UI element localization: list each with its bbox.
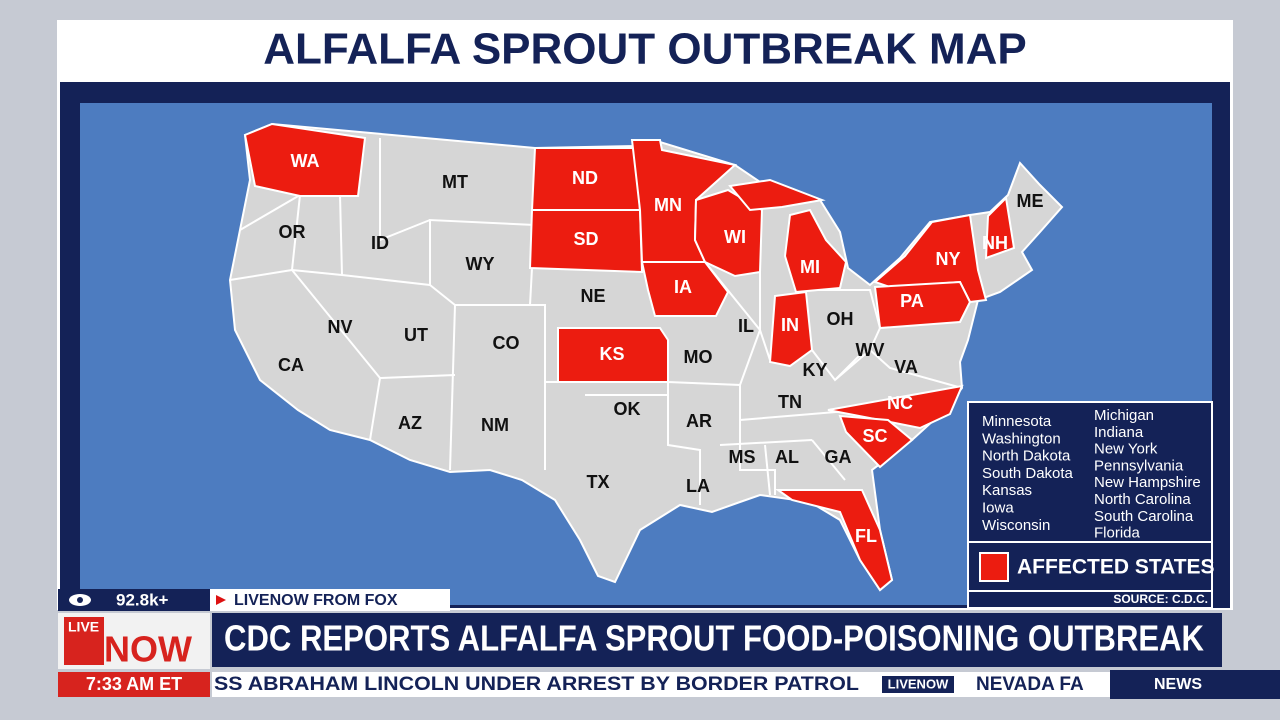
headline-bar	[212, 613, 1222, 667]
state-label: GA	[825, 447, 852, 467]
headline: CDC REPORTS ALFALFA SPROUT FOOD-POISONIN…	[224, 618, 1204, 659]
map-title: ALFALFA SPROUT OUTBREAK MAP	[263, 25, 1026, 74]
state-label: WY	[466, 254, 495, 274]
legend-state: South Dakota	[982, 465, 1074, 482]
section: NEWS	[1154, 676, 1202, 693]
arrow-icon	[216, 595, 226, 605]
legend-state: Washington	[982, 430, 1061, 447]
state-shape	[728, 178, 826, 212]
ticker-logo-box	[882, 676, 954, 693]
state-shape	[528, 209, 644, 274]
us-map: WA OR CA ID NV MT WY UT CO AZ NM ND SD N…	[228, 122, 1064, 592]
legend-state: New Hampshire	[1094, 474, 1201, 491]
state-label: TX	[586, 472, 609, 492]
state-label: SD	[573, 229, 598, 249]
state-label: KY	[802, 360, 827, 380]
state-shape	[873, 280, 972, 330]
state-label: OR	[279, 222, 306, 242]
state-label: WV	[856, 340, 885, 360]
state-label: NH	[982, 233, 1008, 253]
logo-mark	[64, 617, 104, 665]
channel-box	[210, 589, 450, 611]
state-label: LA	[686, 476, 710, 496]
legend-state: North Carolina	[1094, 491, 1191, 508]
lower-third: 92.8k+ LIVENOW FROM FOX LIVE NOW CDC REP…	[58, 589, 1280, 699]
state-label: MN	[654, 195, 682, 215]
state-shape	[768, 290, 814, 368]
state-label: NY	[935, 249, 960, 269]
ticker-bar	[212, 672, 1110, 697]
legend-state: Minnesota	[982, 413, 1052, 430]
state-label: KS	[599, 344, 624, 364]
legend-state: Florida	[1094, 525, 1141, 542]
ticker-text: SS ABRAHAM LINCOLN UNDER ARREST BY BORDE…	[214, 674, 859, 695]
viewer-box	[58, 589, 210, 611]
state-label: NM	[481, 415, 509, 435]
state-label: TN	[778, 392, 802, 412]
ticker-logo: LIVENOW	[888, 676, 949, 691]
section-box	[1110, 670, 1280, 699]
legend-swatch	[979, 552, 1009, 582]
state-label: IN	[781, 315, 799, 335]
state-shape	[783, 208, 848, 294]
state-label: NV	[327, 317, 352, 337]
time: 7:33 AM ET	[86, 674, 182, 694]
legend-state: Pennsylvania	[1094, 457, 1184, 474]
logo-text: LIVE	[68, 619, 99, 635]
state-shape	[838, 414, 914, 469]
state-shape	[774, 489, 894, 592]
state-label: ME	[1017, 191, 1044, 211]
legend-state: Wisconsin	[982, 517, 1050, 534]
state-label: MO	[684, 347, 713, 367]
logo-text: NOW	[104, 629, 192, 670]
legend-state: Iowa	[982, 499, 1014, 516]
ticker-text: NEVADA FA	[976, 674, 1084, 695]
state-borders	[229, 138, 963, 505]
state-label: NC	[887, 393, 913, 413]
legend-state: Indiana	[1094, 424, 1144, 441]
state-label: IL	[738, 316, 754, 336]
state-label: NE	[580, 286, 605, 306]
state-label: ND	[572, 168, 598, 188]
time-box	[58, 672, 210, 697]
state-label: AL	[775, 447, 799, 467]
state-label: AZ	[398, 413, 422, 433]
legend-state: South Carolina	[1094, 508, 1194, 525]
channel: LIVENOW FROM FOX	[234, 592, 398, 609]
state-shape	[557, 327, 669, 383]
legend-state: Michigan	[1094, 407, 1154, 424]
state-label: FL	[855, 526, 877, 546]
state-label: VA	[894, 357, 918, 377]
legend-state: Kansas	[982, 482, 1032, 499]
viewer-count: 92.8k+	[116, 590, 169, 609]
legend-state: North Dakota	[982, 448, 1071, 465]
state-label: UT	[404, 325, 428, 345]
state-label: CO	[493, 333, 520, 353]
legend-state: New York	[1094, 441, 1158, 458]
source: SOURCE: C.D.C.	[1113, 592, 1208, 606]
legend-key: AFFECTED STATES	[1017, 556, 1215, 579]
state-shape	[243, 122, 367, 197]
state-label: OH	[827, 309, 854, 329]
state-label: WI	[724, 227, 746, 247]
state-label: ID	[371, 233, 389, 253]
eye-pupil	[77, 597, 83, 603]
state-label: SC	[862, 426, 887, 446]
state-label: CA	[278, 355, 304, 375]
state-shape	[693, 188, 764, 278]
state-label: AR	[686, 411, 712, 431]
state-label: MS	[729, 447, 756, 467]
state-label: MT	[442, 172, 468, 192]
state-shape	[984, 195, 1016, 260]
state-label: IA	[674, 277, 692, 297]
state-label: OK	[614, 399, 641, 419]
state-label: WA	[291, 151, 320, 171]
state-label: MI	[800, 257, 820, 277]
state-label: PA	[900, 291, 924, 311]
